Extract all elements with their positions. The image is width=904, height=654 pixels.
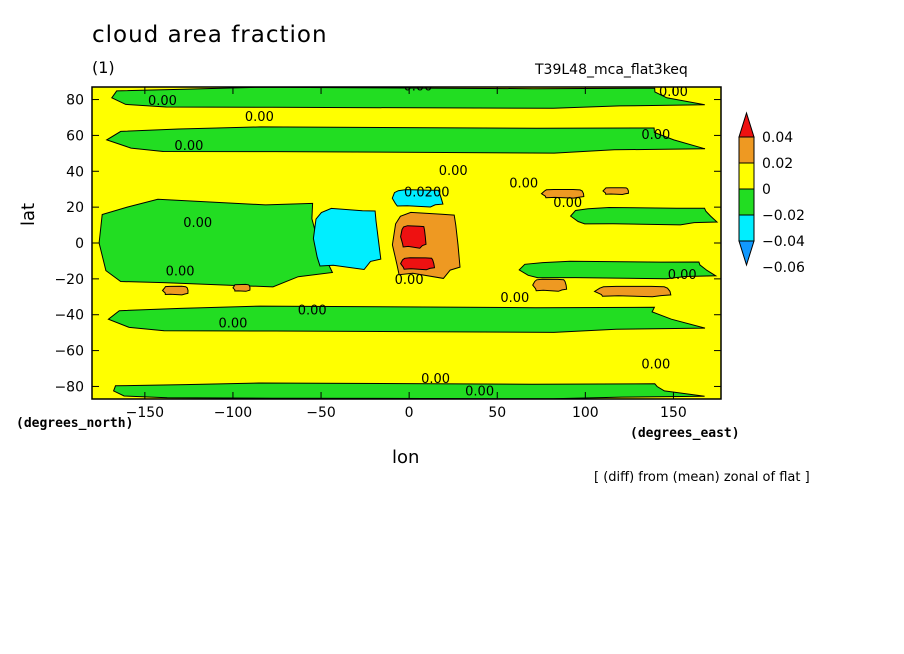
contour-label: 0.00 [421, 372, 450, 387]
contour-region [400, 225, 427, 249]
contour-label: 0.00 [553, 196, 582, 211]
contour-labels: 0.00 0.00 0.00 0.00 0.00 0.00 0.00 0.0200 0.00 0.… [148, 80, 697, 399]
contour-label: 0.00 [183, 216, 212, 231]
contour-region [111, 87, 705, 109]
contour-region [400, 257, 436, 271]
colorbar-segment [738, 136, 755, 164]
x-tick-label: −100 [214, 405, 252, 421]
chart-title: cloud area fraction [92, 22, 328, 48]
contour-region [391, 189, 444, 208]
contour-region [532, 278, 568, 292]
contour-label: 0.00 [245, 110, 274, 125]
contour-region [112, 382, 705, 399]
y-tick-label: 40 [66, 164, 84, 180]
contour-region [161, 285, 189, 296]
contour-fill-regions [98, 87, 719, 399]
y-tick-label: −60 [54, 344, 84, 360]
colorbar-label: 0 [762, 182, 771, 198]
contour-label: 0.00 [166, 264, 195, 279]
run-id-label: T39L48_mca_flat3keq [535, 62, 688, 78]
colorbar-label: −0.06 [762, 260, 805, 276]
contour-region [540, 189, 585, 199]
y-axis-unit: (degrees_north) [16, 416, 134, 431]
colorbar-label: 0.04 [762, 130, 793, 146]
units-label: (1) [92, 58, 115, 77]
contour-region [602, 187, 629, 196]
y-tick-label: −20 [54, 272, 84, 288]
x-tick-label: 50 [488, 405, 506, 421]
contour-region [98, 198, 334, 288]
y-tick-label: −80 [54, 379, 84, 395]
contour-region [518, 260, 718, 280]
colorbar-segment [738, 214, 755, 242]
contour-label: 0.00 [395, 273, 424, 288]
x-tick-label: 100 [572, 405, 599, 421]
contour-label: 0.00 [403, 80, 432, 95]
colorbar-segment [738, 188, 755, 216]
contour-label: 0.00 [148, 94, 177, 109]
y-tick-label: 80 [66, 93, 84, 109]
colorbar-label: 0.02 [762, 156, 793, 172]
x-tick-label: −150 [126, 405, 164, 421]
contour-region [107, 305, 706, 333]
contour-label: 0.00 [500, 291, 529, 306]
contour-region [105, 126, 706, 154]
contour-label: 0.0200 [404, 185, 450, 200]
contour-label: 0.00 [465, 384, 494, 399]
x-tick-label: −50 [306, 405, 336, 421]
y-tick-label: 20 [66, 200, 84, 216]
y-tick-label: −40 [54, 308, 84, 324]
contour-label: 0.00 [298, 304, 327, 319]
x-axis-ticks: −150 −100 −50 0 50 100 150 [126, 87, 687, 421]
colorbar: 0.04 0.02 0 −0.02 −0.04 −0.06 [738, 111, 805, 276]
contour-label: 0.00 [439, 164, 468, 179]
contour-label: 0.00 [641, 358, 670, 373]
x-axis-unit: (degrees_east) [630, 426, 740, 441]
y-axis-ticks: −80 −60 −40 −20 0 20 40 60 80 [54, 93, 721, 395]
footer-note: [ (diff) from (mean) zonal of flat ] [594, 470, 810, 485]
contour-label: 0.00 [218, 316, 247, 331]
contour-region [312, 207, 382, 271]
contour-label: 0.00 [174, 139, 203, 154]
x-tick-label: 150 [660, 405, 687, 421]
contour-region [569, 206, 719, 226]
colorbar-label: −0.04 [762, 234, 805, 250]
contour-label: 0.00 [668, 268, 697, 283]
contour-label: 0.00 [509, 176, 538, 191]
colorbar-bottom-arrow [738, 240, 755, 267]
x-tick-label: 0 [405, 405, 414, 421]
contour-label: 0.00 [641, 128, 670, 143]
y-tick-label: 60 [66, 128, 84, 144]
contour-region [593, 285, 672, 298]
y-tick-label: 0 [75, 236, 84, 252]
colorbar-label: −0.02 [762, 208, 805, 224]
x-axis-label: lon [392, 447, 420, 468]
contour-region [232, 283, 251, 292]
colorbar-top-arrow [738, 111, 755, 138]
colorbar-segment [738, 162, 755, 190]
